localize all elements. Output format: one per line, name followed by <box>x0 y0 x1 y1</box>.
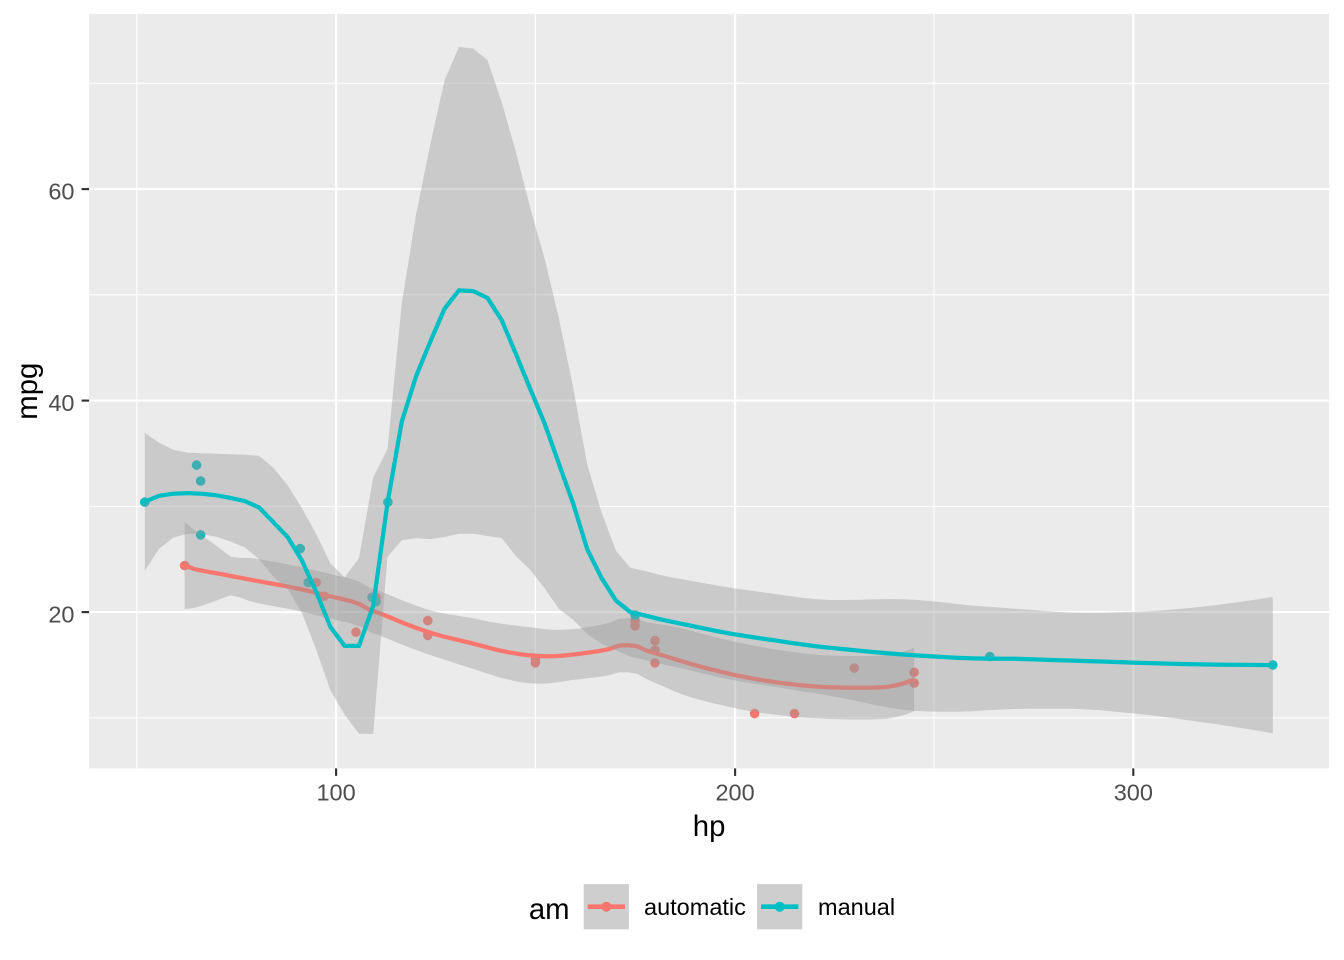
svg-text:20: 20 <box>48 602 74 628</box>
svg-text:300: 300 <box>1114 779 1153 805</box>
svg-text:automatic: automatic <box>644 894 746 920</box>
svg-text:manual: manual <box>818 894 895 920</box>
svg-text:200: 200 <box>715 779 754 805</box>
svg-text:hp: hp <box>693 810 726 843</box>
svg-text:40: 40 <box>48 390 74 416</box>
svg-text:mpg: mpg <box>11 363 44 420</box>
svg-text:60: 60 <box>48 179 74 205</box>
svg-text:am: am <box>529 893 570 926</box>
svg-text:100: 100 <box>316 779 355 805</box>
